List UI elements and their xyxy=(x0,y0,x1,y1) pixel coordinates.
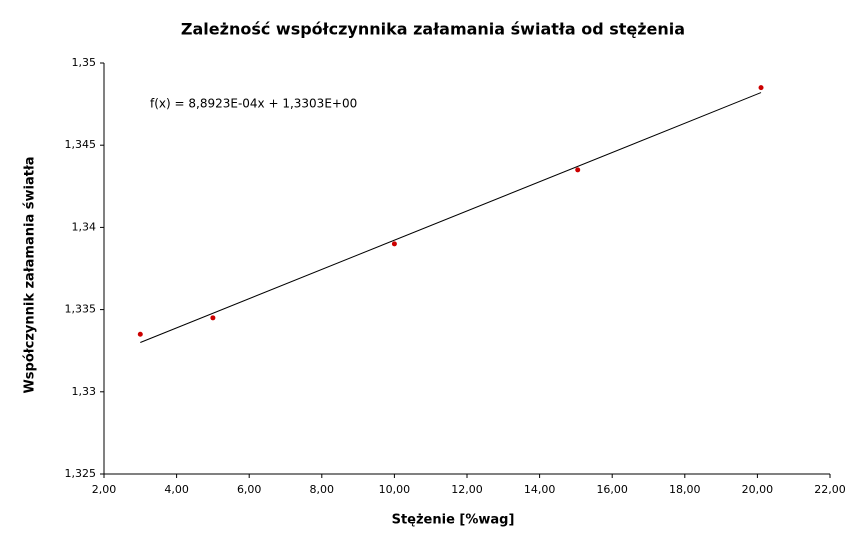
data-point xyxy=(575,167,581,173)
x-tick-label: 18,00 xyxy=(669,483,701,496)
x-tick-label: 22,00 xyxy=(814,483,846,496)
x-tick-label: 10,00 xyxy=(379,483,411,496)
y-tick-label: 1,325 xyxy=(65,467,97,480)
x-tick-label: 16,00 xyxy=(596,483,628,496)
x-tick-label: 8,00 xyxy=(310,483,335,496)
y-tick-label: 1,34 xyxy=(72,220,97,233)
y-tick-label: 1,335 xyxy=(65,303,97,316)
trend-equation: f(x) = 8,8923E-04x + 1,3303E+00 xyxy=(150,97,357,111)
x-tick-label: 14,00 xyxy=(524,483,556,496)
y-tick-label: 1,33 xyxy=(72,385,97,398)
data-point xyxy=(137,331,143,337)
y-axis-label: Współczynnik załamania światła xyxy=(23,156,38,393)
chart-title: Zależność współczynnika załamania światł… xyxy=(181,20,685,39)
trendline xyxy=(140,92,762,343)
y-tick-label: 1,345 xyxy=(65,138,97,151)
x-tick-label: 2,00 xyxy=(92,483,117,496)
x-tick-label: 6,00 xyxy=(237,483,262,496)
data-point xyxy=(210,315,216,321)
data-point xyxy=(758,85,764,91)
x-tick-label: 12,00 xyxy=(451,483,483,496)
x-axis-label: Stężenie [%wag] xyxy=(392,513,515,528)
y-tick-label: 1,35 xyxy=(72,56,97,69)
x-tick-label: 4,00 xyxy=(164,483,189,496)
x-tick-label: 20,00 xyxy=(742,483,774,496)
data-point xyxy=(391,241,397,247)
